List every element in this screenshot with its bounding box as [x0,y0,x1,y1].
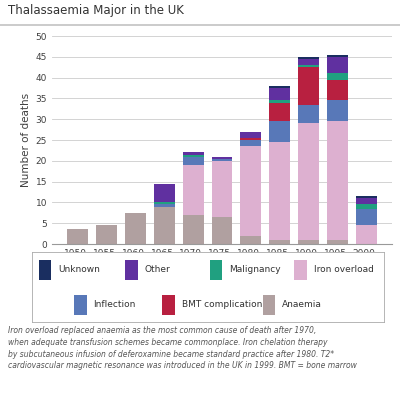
Text: Unknown: Unknown [58,265,100,274]
Bar [298,67,319,105]
FancyBboxPatch shape [262,295,275,315]
FancyBboxPatch shape [294,260,306,280]
Bar [183,152,204,154]
Bar [298,105,319,123]
Bar [212,159,232,161]
Bar [269,142,290,240]
Text: Iron overload: Iron overload [314,265,374,274]
FancyBboxPatch shape [74,295,86,315]
Bar [212,161,232,217]
Bar [212,217,232,244]
Bar [240,146,261,236]
FancyBboxPatch shape [162,295,174,315]
Bar [183,215,204,244]
Bar [298,57,319,59]
Bar [327,80,348,100]
Bar [356,225,376,244]
Bar [356,198,376,204]
Bar [240,132,261,138]
Bar [96,225,117,244]
Bar [154,202,175,204]
Bar [183,165,204,215]
Bar [212,157,232,159]
Bar [183,157,204,165]
FancyBboxPatch shape [39,260,51,280]
Bar [327,240,348,244]
Text: Inflection: Inflection [94,300,136,309]
Bar [298,240,319,244]
Bar [356,204,376,209]
Bar [327,55,348,57]
Text: Anaemia: Anaemia [282,300,322,309]
Bar [298,59,319,65]
Bar [327,74,348,80]
Bar [154,204,175,206]
Bar [298,65,319,67]
FancyBboxPatch shape [210,260,222,280]
Bar [269,88,290,100]
Bar [269,102,290,121]
Bar [327,121,348,240]
Text: Iron overload replaced anaemia as the most common cause of death after 1970,
whe: Iron overload replaced anaemia as the mo… [8,326,357,370]
FancyBboxPatch shape [125,260,138,280]
Bar [183,154,204,157]
Bar [240,140,261,146]
Bar [298,123,319,240]
Bar [269,240,290,244]
Bar [240,236,261,244]
Bar [125,213,146,244]
Bar [356,196,376,198]
Bar [356,209,376,225]
Bar [269,121,290,142]
Text: Malignancy: Malignancy [229,265,281,274]
Bar [154,184,175,202]
Bar [240,138,261,140]
Text: Other: Other [145,265,170,274]
Text: Thalassaemia Major in the UK: Thalassaemia Major in the UK [8,4,184,17]
Bar [327,57,348,74]
Text: BMT complication: BMT complication [182,300,262,309]
Bar [68,230,88,244]
Bar [327,100,348,121]
Y-axis label: Number of deaths: Number of deaths [22,93,32,187]
Bar [269,86,290,88]
Bar [269,100,290,102]
Bar [154,206,175,244]
